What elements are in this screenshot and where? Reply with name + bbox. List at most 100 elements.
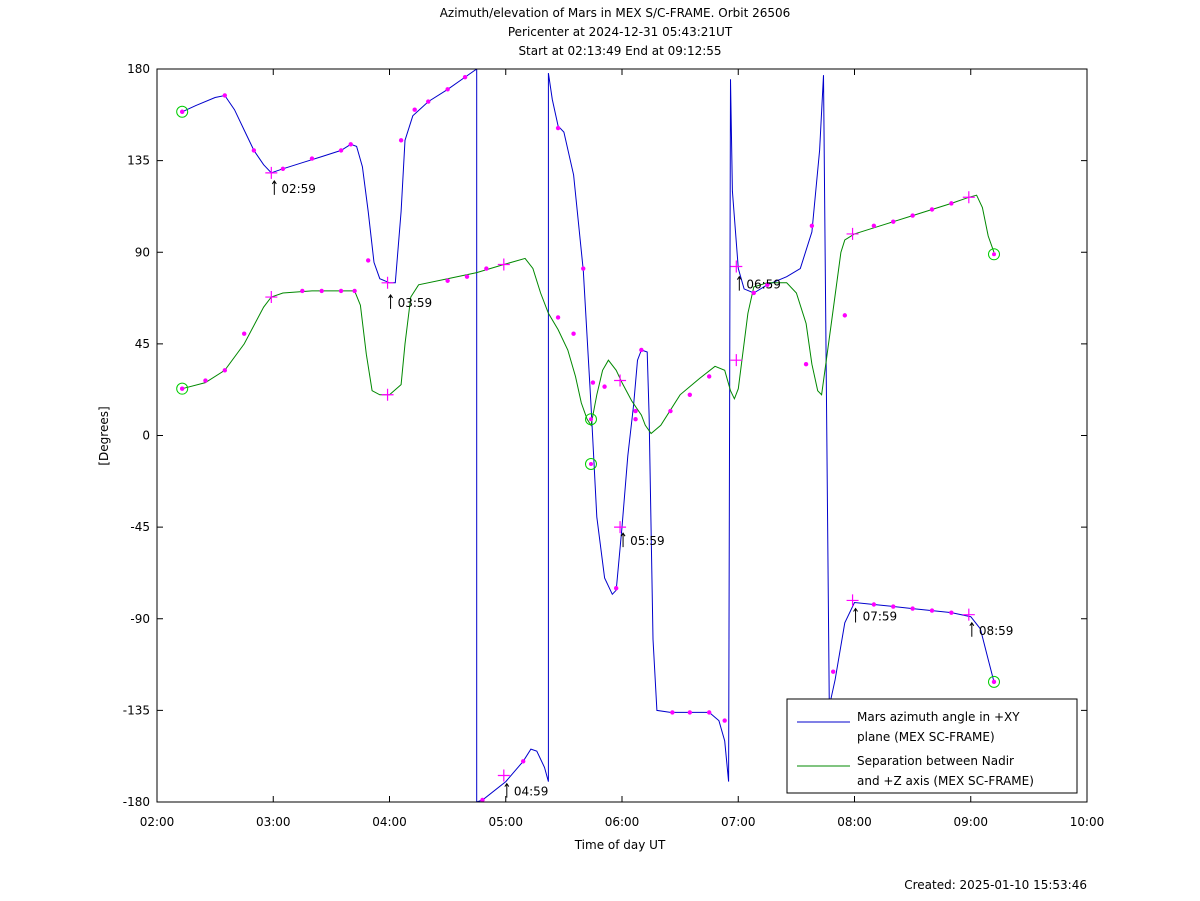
series-0-marker-3: [280, 166, 286, 171]
series-1-marker-3: [241, 331, 247, 336]
y-tick-label-5: -45: [130, 520, 150, 534]
series-0-marker-21: [687, 710, 693, 715]
series-layer: [181, 69, 995, 802]
series-0-marker-6: [348, 142, 353, 147]
endpoint-dot-2: [180, 386, 185, 391]
series-0-marker-26: [809, 223, 815, 228]
endpoint-dot-5: [589, 417, 593, 422]
series-1-marker-14: [602, 384, 607, 389]
endpoint-dot-4: [589, 462, 593, 467]
hour-cross-5: [846, 594, 859, 607]
series-1-marker-8: [445, 278, 450, 283]
series-0-marker-25: [765, 282, 770, 288]
x-tick-label-2: 04:00: [372, 815, 407, 829]
series-line-1: [182, 194, 995, 435]
series-0-marker-11: [445, 87, 450, 92]
hour-cross-13: [962, 191, 975, 204]
y-tick-label-3: 45: [135, 337, 150, 351]
annotation-arrow-1: [388, 294, 393, 309]
endpoint-circle-4: [585, 458, 597, 471]
series-1-marker-11: [555, 315, 561, 320]
x-tick-label-3: 05:00: [488, 815, 523, 829]
annotation-arrow-3: [620, 532, 626, 548]
series-0-marker-17: [613, 586, 619, 591]
series-0-marker-10: [426, 99, 431, 104]
annotation-arrow-5: [853, 607, 858, 623]
series-1-marker-10: [484, 266, 489, 271]
hour-cross-2: [497, 769, 510, 782]
series-0-marker-7: [365, 258, 371, 263]
series-0-marker-14: [520, 759, 526, 764]
hour-cross-12: [846, 227, 859, 240]
plot-frame: [156, 68, 1088, 803]
legend-label-azimuth-line1: Mars azimuth angle in +XY: [857, 710, 1020, 724]
series-0-marker-32: [949, 610, 954, 615]
series-0-marker-29: [891, 604, 896, 609]
y-axis-label: [Degrees]: [97, 406, 111, 465]
endpoint-circle-2: [176, 382, 189, 395]
annotation-label-1: 03:59: [398, 296, 433, 310]
series-0-marker-19: [639, 347, 644, 353]
endpoint-circle-3: [988, 248, 1000, 261]
hour-cross-6: [962, 608, 975, 621]
endpoint-dot-1: [992, 679, 996, 684]
chart-subtitle-pericenter: Pericenter at 2024-12-31 05:43:21UT: [508, 25, 733, 39]
series-0-marker-2: [251, 148, 257, 153]
y-tick-label-2: 90: [135, 245, 150, 259]
x-tick-labels: 02:00 03:00 04:00 05:00 06:00 07:00 08:00 09:00…: [140, 815, 1105, 829]
annotation-arrow-0: [271, 180, 277, 195]
chart-subtitle-start-end: Start at 02:13:49 End at 09:12:55: [518, 44, 721, 58]
y-tick-label-8: -180: [123, 795, 150, 809]
series-0-marker-27: [830, 669, 836, 674]
series-1-marker-24: [949, 201, 954, 206]
annotation-arrow-6: [969, 621, 975, 637]
hour-cross-4: [730, 260, 743, 273]
y-tick-label-1: 135: [127, 154, 150, 168]
y-tick-label-6: -90: [130, 612, 150, 626]
annotation-label-6: 08:59: [979, 624, 1014, 638]
annotation-layer: 02:59 03:59 04:59 05:59 06:59 07:59 08:59: [271, 180, 1014, 799]
series-1-marker-1: [203, 378, 208, 383]
hour-cross-1: [381, 276, 394, 289]
series-1-marker-23: [929, 207, 935, 212]
x-tick-label-1: 03:00: [256, 815, 291, 829]
series-1-marker-9: [464, 274, 470, 279]
y-tick-labels: 180 135 90 45 0 -45 -90 -135 -180: [123, 62, 150, 809]
endpoint-dot-3: [992, 252, 996, 257]
series-1-marker-17: [687, 392, 693, 397]
legend-box: [786, 698, 1078, 794]
series-1-marker-22: [910, 213, 915, 218]
series-1-marker-7: [352, 288, 357, 294]
series-0-marker-30: [910, 606, 915, 611]
series-0-marker-4: [309, 156, 315, 161]
series-1-marker-4: [300, 288, 305, 294]
series-1-marker-13: [590, 380, 596, 385]
y-tick-label-0: 180: [127, 62, 150, 76]
series-0-marker-22: [706, 710, 712, 715]
annotation-label-0: 02:59: [281, 182, 316, 196]
series-0-marker-16: [581, 266, 586, 271]
series-0-marker-8: [398, 138, 404, 143]
series-1-marker-12: [571, 331, 576, 336]
series-1-marker-21: [891, 219, 896, 224]
hour-cross-11: [730, 354, 743, 367]
hour-cross-7: [265, 291, 278, 304]
series-1-marker-25: [803, 362, 809, 367]
series-1-marker-2: [222, 368, 228, 373]
series-0-marker-12: [462, 74, 468, 80]
x-axis-label: Time of day UT: [574, 838, 666, 852]
series-0-marker-20: [670, 710, 675, 715]
x-tick-label-7: 09:00: [953, 815, 988, 829]
legend-label-separation-line1: Separation between Nadir: [857, 754, 1014, 768]
series-1-marker-16: [668, 408, 673, 414]
x-tick-label-5: 07:00: [721, 815, 756, 829]
y-tick-label-4: 0: [142, 429, 150, 443]
endpoint-dot-0: [180, 109, 185, 114]
chart-title: Azimuth/elevation of Mars in MEX S/C-FRA…: [440, 6, 791, 20]
series-line-0: [181, 69, 995, 802]
series-1-marker-19: [842, 313, 848, 318]
series-0-marker-31: [929, 608, 935, 613]
x-tick-label-0: 02:00: [140, 815, 175, 829]
hour-cross-10: [614, 374, 627, 387]
